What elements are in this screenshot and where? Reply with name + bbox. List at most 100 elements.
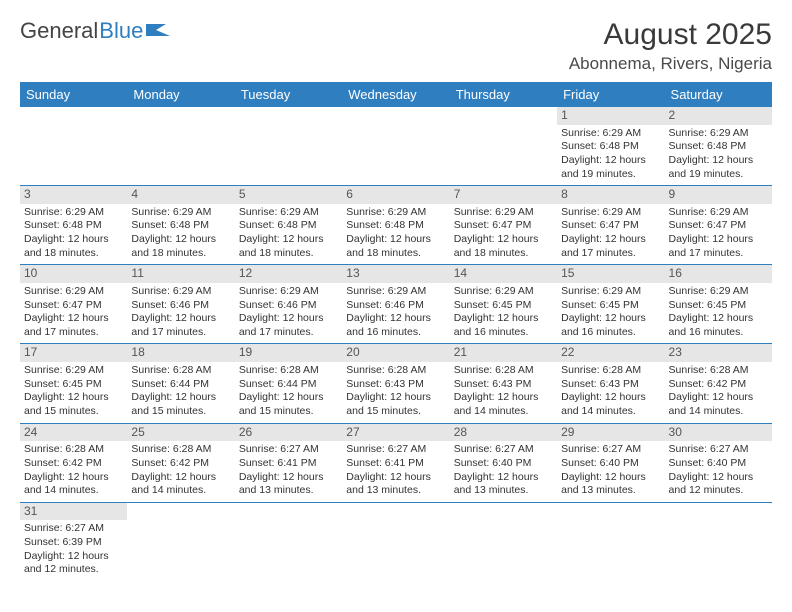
weeks-container: .....1Sunrise: 6:29 AMSunset: 6:48 PMDay… [20, 107, 772, 581]
daylight-text: and 17 minutes. [239, 326, 338, 340]
day-cell: 20Sunrise: 6:28 AMSunset: 6:43 PMDayligh… [342, 344, 449, 422]
sunset-text: Sunset: 6:40 PM [669, 457, 768, 471]
day-number: 15 [557, 265, 664, 283]
day-cell: 13Sunrise: 6:29 AMSunset: 6:46 PMDayligh… [342, 265, 449, 343]
daylight-text: Daylight: 12 hours [561, 312, 660, 326]
daylight-text: Daylight: 12 hours [24, 233, 123, 247]
day-cell: 14Sunrise: 6:29 AMSunset: 6:45 PMDayligh… [450, 265, 557, 343]
week-row: 10Sunrise: 6:29 AMSunset: 6:47 PMDayligh… [20, 265, 772, 344]
sunrise-text: Sunrise: 6:29 AM [561, 127, 660, 141]
daylight-text: and 15 minutes. [346, 405, 445, 419]
sunset-text: Sunset: 6:42 PM [131, 457, 230, 471]
daylight-text: and 13 minutes. [346, 484, 445, 498]
sunset-text: Sunset: 6:39 PM [24, 536, 123, 550]
day-cell: 3Sunrise: 6:29 AMSunset: 6:48 PMDaylight… [20, 186, 127, 264]
sunset-text: Sunset: 6:46 PM [131, 299, 230, 313]
day-cell: . [450, 107, 557, 185]
day-cell: 18Sunrise: 6:28 AMSunset: 6:44 PMDayligh… [127, 344, 234, 422]
day-cell: 8Sunrise: 6:29 AMSunset: 6:47 PMDaylight… [557, 186, 664, 264]
week-row: .....1Sunrise: 6:29 AMSunset: 6:48 PMDay… [20, 107, 772, 186]
sunrise-text: Sunrise: 6:27 AM [454, 443, 553, 457]
daylight-text: and 16 minutes. [561, 326, 660, 340]
day-number: 18 [127, 344, 234, 362]
day-cell: 17Sunrise: 6:29 AMSunset: 6:45 PMDayligh… [20, 344, 127, 422]
daylight-text: and 19 minutes. [669, 168, 768, 182]
day-cell: . [342, 107, 449, 185]
day-number: 13 [342, 265, 449, 283]
sunset-text: Sunset: 6:47 PM [454, 219, 553, 233]
sunrise-text: Sunrise: 6:29 AM [239, 206, 338, 220]
daylight-text: Daylight: 12 hours [131, 233, 230, 247]
daylight-text: Daylight: 12 hours [669, 312, 768, 326]
day-number: 1 [557, 107, 664, 125]
weekday-header: Sunday Monday Tuesday Wednesday Thursday… [20, 82, 772, 107]
day-cell: 4Sunrise: 6:29 AMSunset: 6:48 PMDaylight… [127, 186, 234, 264]
calendar: Sunday Monday Tuesday Wednesday Thursday… [20, 82, 772, 581]
day-cell: . [127, 107, 234, 185]
daylight-text: Daylight: 12 hours [561, 154, 660, 168]
sunset-text: Sunset: 6:41 PM [346, 457, 445, 471]
calendar-page: GeneralBlue August 2025 Abonnema, Rivers… [0, 0, 792, 591]
daylight-text: and 14 minutes. [669, 405, 768, 419]
day-number: 11 [127, 265, 234, 283]
day-number: 10 [20, 265, 127, 283]
day-cell: 12Sunrise: 6:29 AMSunset: 6:46 PMDayligh… [235, 265, 342, 343]
sunrise-text: Sunrise: 6:28 AM [131, 443, 230, 457]
logo-text-2: Blue [99, 18, 143, 44]
sunset-text: Sunset: 6:45 PM [454, 299, 553, 313]
sunrise-text: Sunrise: 6:29 AM [131, 285, 230, 299]
day-number: 30 [665, 424, 772, 442]
daylight-text: Daylight: 12 hours [131, 471, 230, 485]
day-cell: 23Sunrise: 6:28 AMSunset: 6:42 PMDayligh… [665, 344, 772, 422]
day-number: 14 [450, 265, 557, 283]
day-cell: 5Sunrise: 6:29 AMSunset: 6:48 PMDaylight… [235, 186, 342, 264]
day-number: 27 [342, 424, 449, 442]
day-number: 17 [20, 344, 127, 362]
sunrise-text: Sunrise: 6:29 AM [24, 206, 123, 220]
sunrise-text: Sunrise: 6:28 AM [669, 364, 768, 378]
day-number: 5 [235, 186, 342, 204]
sunrise-text: Sunrise: 6:28 AM [131, 364, 230, 378]
daylight-text: Daylight: 12 hours [24, 550, 123, 564]
sunset-text: Sunset: 6:43 PM [454, 378, 553, 392]
daylight-text: Daylight: 12 hours [24, 391, 123, 405]
day-number: 28 [450, 424, 557, 442]
daylight-text: and 18 minutes. [24, 247, 123, 261]
day-cell: 7Sunrise: 6:29 AMSunset: 6:47 PMDaylight… [450, 186, 557, 264]
daylight-text: and 15 minutes. [24, 405, 123, 419]
sunset-text: Sunset: 6:43 PM [561, 378, 660, 392]
week-row: 17Sunrise: 6:29 AMSunset: 6:45 PMDayligh… [20, 344, 772, 423]
week-row: 3Sunrise: 6:29 AMSunset: 6:48 PMDaylight… [20, 186, 772, 265]
sunrise-text: Sunrise: 6:27 AM [24, 522, 123, 536]
day-cell: 9Sunrise: 6:29 AMSunset: 6:47 PMDaylight… [665, 186, 772, 264]
sunset-text: Sunset: 6:45 PM [561, 299, 660, 313]
day-cell: 26Sunrise: 6:27 AMSunset: 6:41 PMDayligh… [235, 424, 342, 502]
day-number: 9 [665, 186, 772, 204]
day-cell: 19Sunrise: 6:28 AMSunset: 6:44 PMDayligh… [235, 344, 342, 422]
sunrise-text: Sunrise: 6:29 AM [131, 206, 230, 220]
sunset-text: Sunset: 6:43 PM [346, 378, 445, 392]
daylight-text: and 14 minutes. [131, 484, 230, 498]
daylight-text: and 12 minutes. [669, 484, 768, 498]
daylight-text: Daylight: 12 hours [239, 391, 338, 405]
daylight-text: Daylight: 12 hours [346, 391, 445, 405]
sunset-text: Sunset: 6:42 PM [669, 378, 768, 392]
day-cell: . [235, 107, 342, 185]
daylight-text: Daylight: 12 hours [454, 471, 553, 485]
daylight-text: Daylight: 12 hours [239, 471, 338, 485]
day-number: 19 [235, 344, 342, 362]
daylight-text: Daylight: 12 hours [669, 154, 768, 168]
daylight-text: Daylight: 12 hours [24, 312, 123, 326]
daylight-text: and 14 minutes. [24, 484, 123, 498]
sunset-text: Sunset: 6:41 PM [239, 457, 338, 471]
sunrise-text: Sunrise: 6:27 AM [669, 443, 768, 457]
day-cell: 16Sunrise: 6:29 AMSunset: 6:45 PMDayligh… [665, 265, 772, 343]
sunrise-text: Sunrise: 6:29 AM [454, 206, 553, 220]
daylight-text: and 18 minutes. [131, 247, 230, 261]
sunset-text: Sunset: 6:46 PM [346, 299, 445, 313]
sunrise-text: Sunrise: 6:29 AM [346, 206, 445, 220]
daylight-text: and 16 minutes. [669, 326, 768, 340]
sunset-text: Sunset: 6:42 PM [24, 457, 123, 471]
title-block: August 2025 Abonnema, Rivers, Nigeria [569, 18, 772, 74]
daylight-text: Daylight: 12 hours [669, 471, 768, 485]
